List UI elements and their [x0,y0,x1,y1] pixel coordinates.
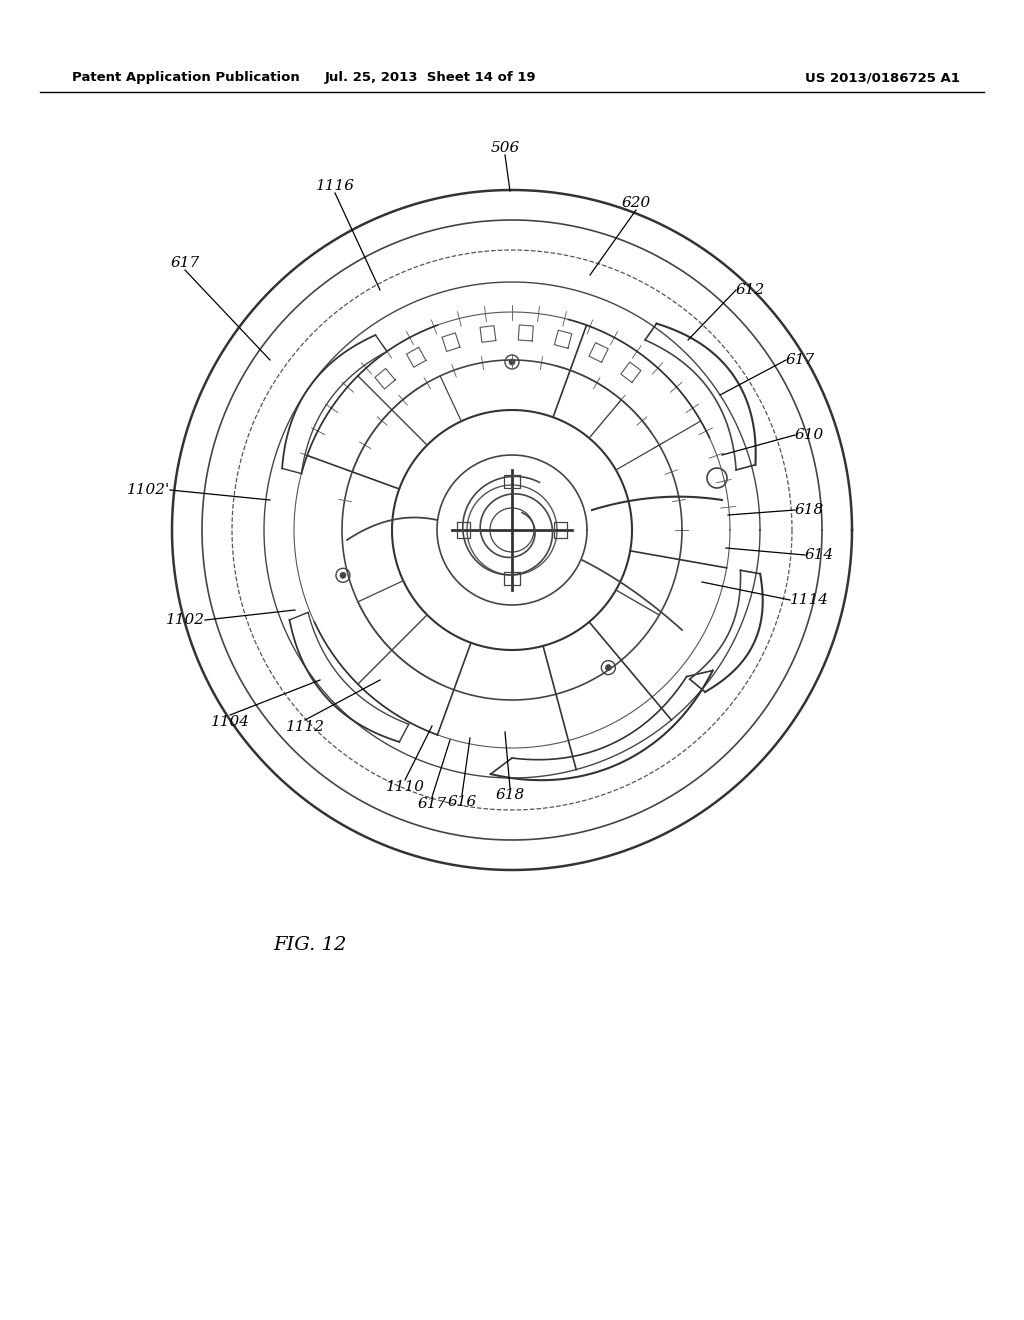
Text: 618: 618 [795,503,824,517]
Text: 1102': 1102' [127,483,170,498]
Text: 1102: 1102 [166,612,205,627]
Text: Patent Application Publication: Patent Application Publication [72,71,300,84]
Circle shape [340,573,346,578]
Text: 618: 618 [496,788,524,803]
Text: 617: 617 [418,797,446,810]
Text: 612: 612 [736,282,765,297]
Circle shape [605,664,611,671]
Circle shape [509,359,515,366]
Text: 506: 506 [490,141,519,154]
Text: 614: 614 [805,548,835,562]
Text: 1104: 1104 [211,715,250,729]
Text: 617: 617 [786,352,815,367]
Text: FIG. 12: FIG. 12 [273,936,347,954]
Text: 1110: 1110 [385,780,425,795]
Text: 616: 616 [447,795,476,809]
Text: 610: 610 [795,428,824,442]
Text: 617: 617 [170,256,200,271]
Text: 1112: 1112 [286,719,325,734]
Text: 1114: 1114 [790,593,829,607]
Text: US 2013/0186725 A1: US 2013/0186725 A1 [805,71,961,84]
Text: 1116: 1116 [315,180,354,193]
Text: 620: 620 [622,195,650,210]
Text: Jul. 25, 2013  Sheet 14 of 19: Jul. 25, 2013 Sheet 14 of 19 [325,71,536,84]
